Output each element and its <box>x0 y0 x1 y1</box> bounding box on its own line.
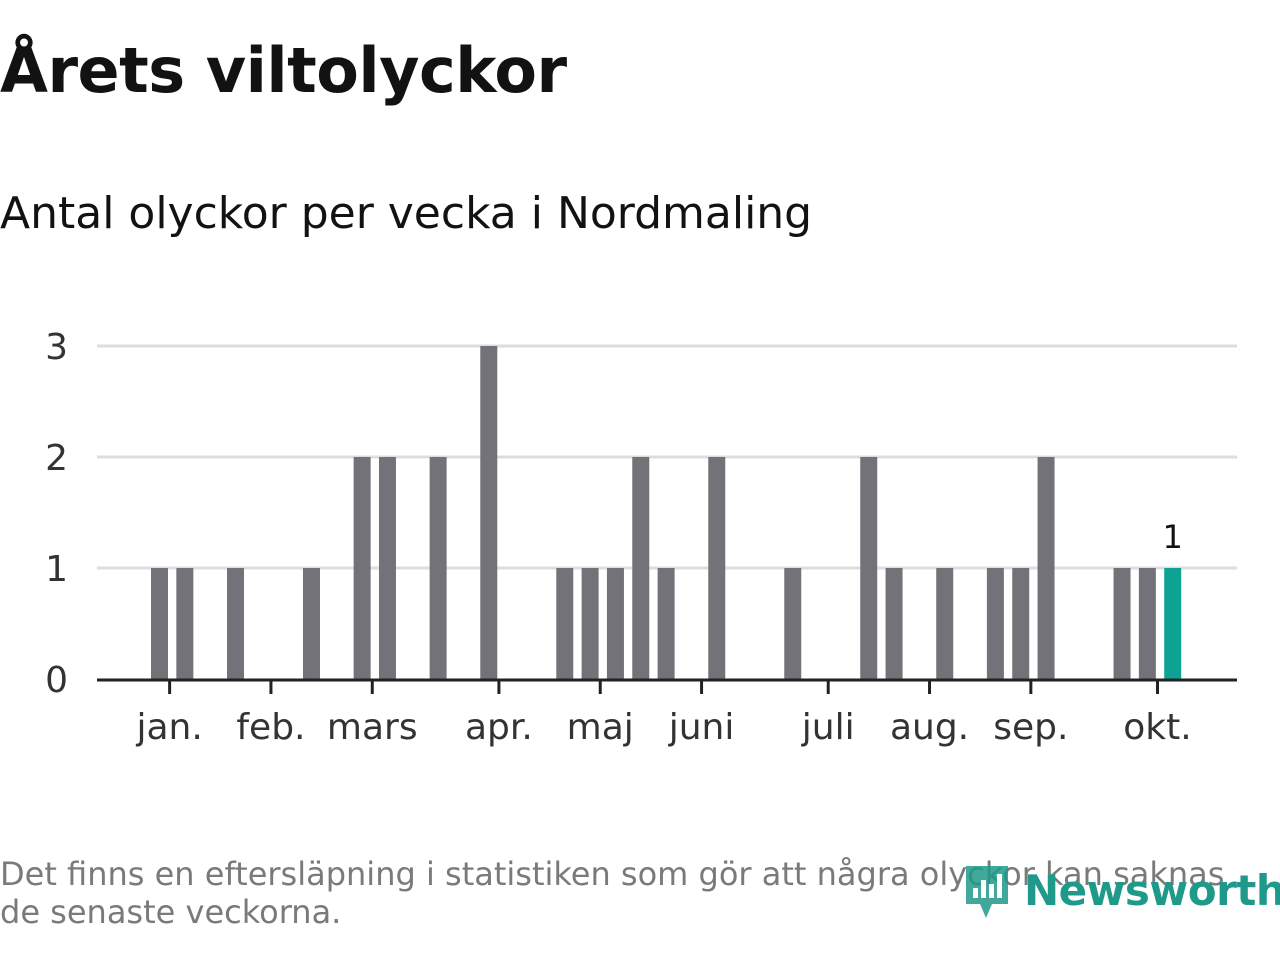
y-tick-label: 2 <box>45 438 68 479</box>
x-tick-label: okt. <box>1123 707 1191 748</box>
bar <box>885 568 903 679</box>
bar <box>556 568 574 679</box>
bar-chart: 0 1 2 3 jan. feb. mars apr. maj juni juli aug. sep.… <box>45 327 1237 748</box>
x-tick-label: juli <box>801 707 855 748</box>
bar <box>1037 457 1055 679</box>
x-tick-label: juni <box>668 707 735 748</box>
bar <box>784 568 802 679</box>
bar <box>429 457 447 679</box>
bar <box>1138 568 1156 679</box>
bar <box>1012 568 1030 679</box>
y-tick-label: 3 <box>45 327 68 368</box>
footnote: Det finns en eftersläpning i statistiken… <box>0 855 1225 931</box>
gridlines <box>97 344 1237 570</box>
y-tick-label: 1 <box>45 549 68 590</box>
x-tick-label: feb. <box>236 707 305 748</box>
data-labels: 1 <box>1163 518 1183 556</box>
chart-title: Årets viltolyckor <box>0 34 567 107</box>
y-tick-label: 0 <box>45 660 68 701</box>
y-axis-ticks: 0 1 2 3 <box>45 327 68 701</box>
bar <box>581 568 599 679</box>
x-axis: jan. feb. mars apr. maj juni juli aug. sep. okt. <box>97 678 1237 748</box>
x-tick-label: jan. <box>135 707 202 748</box>
bar <box>657 568 675 679</box>
bar <box>480 346 498 679</box>
bar <box>378 457 396 679</box>
newsworthy-logo: Newsworthy <box>962 858 1280 922</box>
x-tick-label: aug. <box>890 707 969 748</box>
bar <box>708 457 726 679</box>
bar <box>302 568 320 679</box>
x-tick-label: maj <box>567 707 634 748</box>
bar <box>176 568 194 679</box>
x-tick-label: sep. <box>993 707 1068 748</box>
newsworthy-logo-text: Newsworthy <box>1024 865 1280 915</box>
bar <box>1113 568 1131 679</box>
bar <box>986 568 1004 679</box>
bar <box>226 568 244 679</box>
bar <box>936 568 954 679</box>
bar <box>606 568 624 679</box>
chart-subtitle: Antal olyckor per vecka i Nordmaling <box>0 188 813 239</box>
bar-highlight <box>1164 568 1182 679</box>
highlight-data-label: 1 <box>1163 518 1183 556</box>
x-tick-label: apr. <box>465 707 533 748</box>
bar <box>632 457 650 679</box>
bar <box>151 568 168 679</box>
bar <box>353 457 371 679</box>
bars <box>151 346 1182 679</box>
bar <box>860 457 878 679</box>
newsworthy-logo-icon <box>966 866 1008 918</box>
x-tick-label: mars <box>327 707 418 748</box>
